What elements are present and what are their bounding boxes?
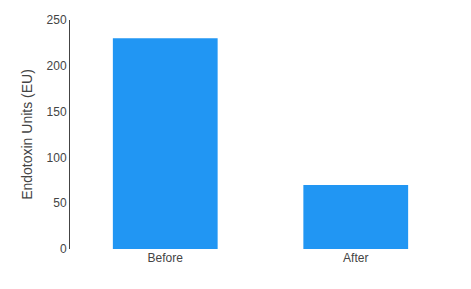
svg-text:100: 100	[47, 151, 67, 165]
svg-text:50: 50	[53, 196, 67, 210]
svg-text:Before: Before	[148, 251, 184, 265]
svg-text:200: 200	[47, 59, 67, 73]
svg-text:250: 250	[47, 13, 67, 27]
svg-text:Endotoxin Units (EU): Endotoxin Units (EU)	[19, 69, 35, 200]
svg-text:After: After	[343, 251, 368, 265]
svg-text:0: 0	[60, 242, 67, 256]
svg-text:150: 150	[47, 105, 67, 119]
